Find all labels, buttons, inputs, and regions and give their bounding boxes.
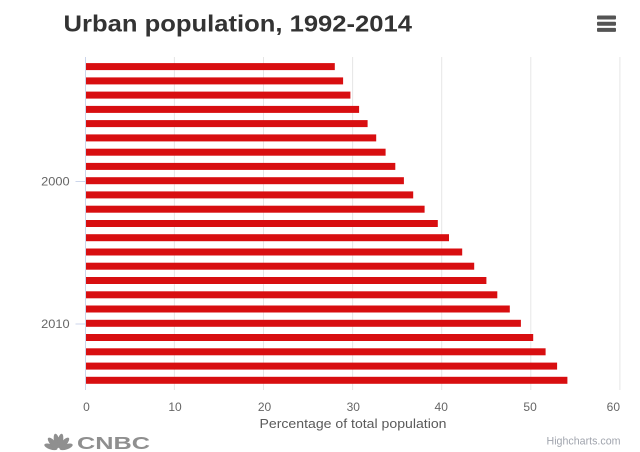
svg-text:CNBC: CNBC (77, 433, 151, 452)
svg-text:2000: 2000 (41, 175, 70, 189)
svg-text:40: 40 (435, 400, 449, 414)
svg-text:30: 30 (347, 400, 361, 414)
svg-text:2010: 2010 (41, 317, 70, 331)
svg-text:Percentage of total population: Percentage of total population (260, 416, 447, 431)
svg-text:50: 50 (523, 400, 537, 414)
svg-text:20: 20 (258, 400, 272, 414)
svg-text:10: 10 (168, 400, 182, 414)
svg-text:Urban population, 1992-2014: Urban population, 1992-2014 (64, 11, 413, 37)
svg-text:0: 0 (83, 400, 90, 414)
svg-text:60: 60 (607, 400, 621, 414)
svg-text:Highcharts.com: Highcharts.com (547, 436, 621, 448)
